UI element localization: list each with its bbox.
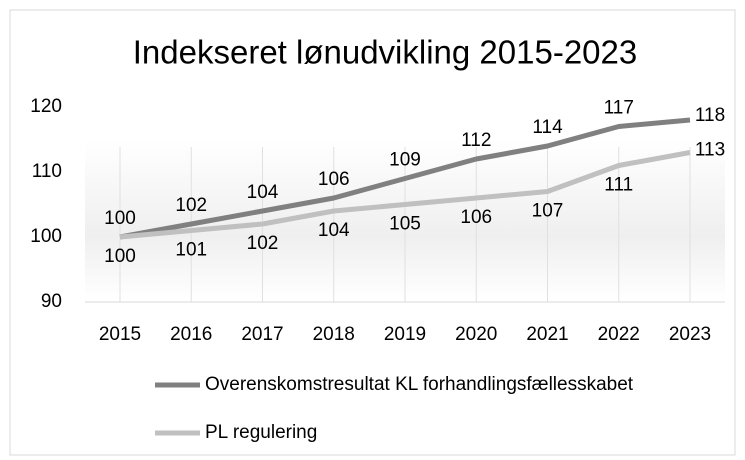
data-label: 104 xyxy=(247,182,279,203)
x-tick-label: 2016 xyxy=(170,324,212,345)
x-tick-label: 2021 xyxy=(526,324,568,345)
data-label: 117 xyxy=(604,98,634,119)
data-label: 101 xyxy=(175,240,207,261)
y-tick-label: 110 xyxy=(32,161,62,182)
data-label: 114 xyxy=(532,117,563,138)
data-label: 102 xyxy=(247,233,279,254)
chart-title: Indekseret lønudvikling 2015-2023 xyxy=(133,34,638,71)
data-label: 107 xyxy=(532,201,564,222)
x-tick-label: 2019 xyxy=(384,324,426,345)
data-label: 118 xyxy=(695,105,725,126)
x-tick-label: 2023 xyxy=(669,324,711,345)
x-tick-label: 2017 xyxy=(241,324,283,345)
legend-label: PL regulering xyxy=(205,422,317,443)
x-tick-label: 2018 xyxy=(313,324,355,345)
series-line xyxy=(119,150,691,240)
data-label: 112 xyxy=(461,130,491,151)
data-label: 100 xyxy=(104,246,136,267)
y-tick-label: 90 xyxy=(41,291,62,312)
x-tick-label: 2022 xyxy=(598,324,640,345)
x-tick-label: 2015 xyxy=(99,324,141,345)
y-tick-label: 100 xyxy=(30,226,62,247)
y-tick-label: 120 xyxy=(30,96,62,117)
series-line xyxy=(119,117,691,240)
data-label: 109 xyxy=(389,150,421,171)
data-label: 106 xyxy=(460,207,492,228)
data-label: 105 xyxy=(389,214,421,235)
data-label: 100 xyxy=(104,208,136,229)
data-label: 102 xyxy=(175,195,207,216)
data-label: 111 xyxy=(604,175,633,196)
data-label: 106 xyxy=(318,169,350,190)
data-label: 113 xyxy=(695,140,725,161)
x-tick-label: 2020 xyxy=(455,324,497,345)
legend-label: Overenskomstresultat KL forhandlingsfæll… xyxy=(205,374,634,395)
data-label: 104 xyxy=(318,220,350,241)
